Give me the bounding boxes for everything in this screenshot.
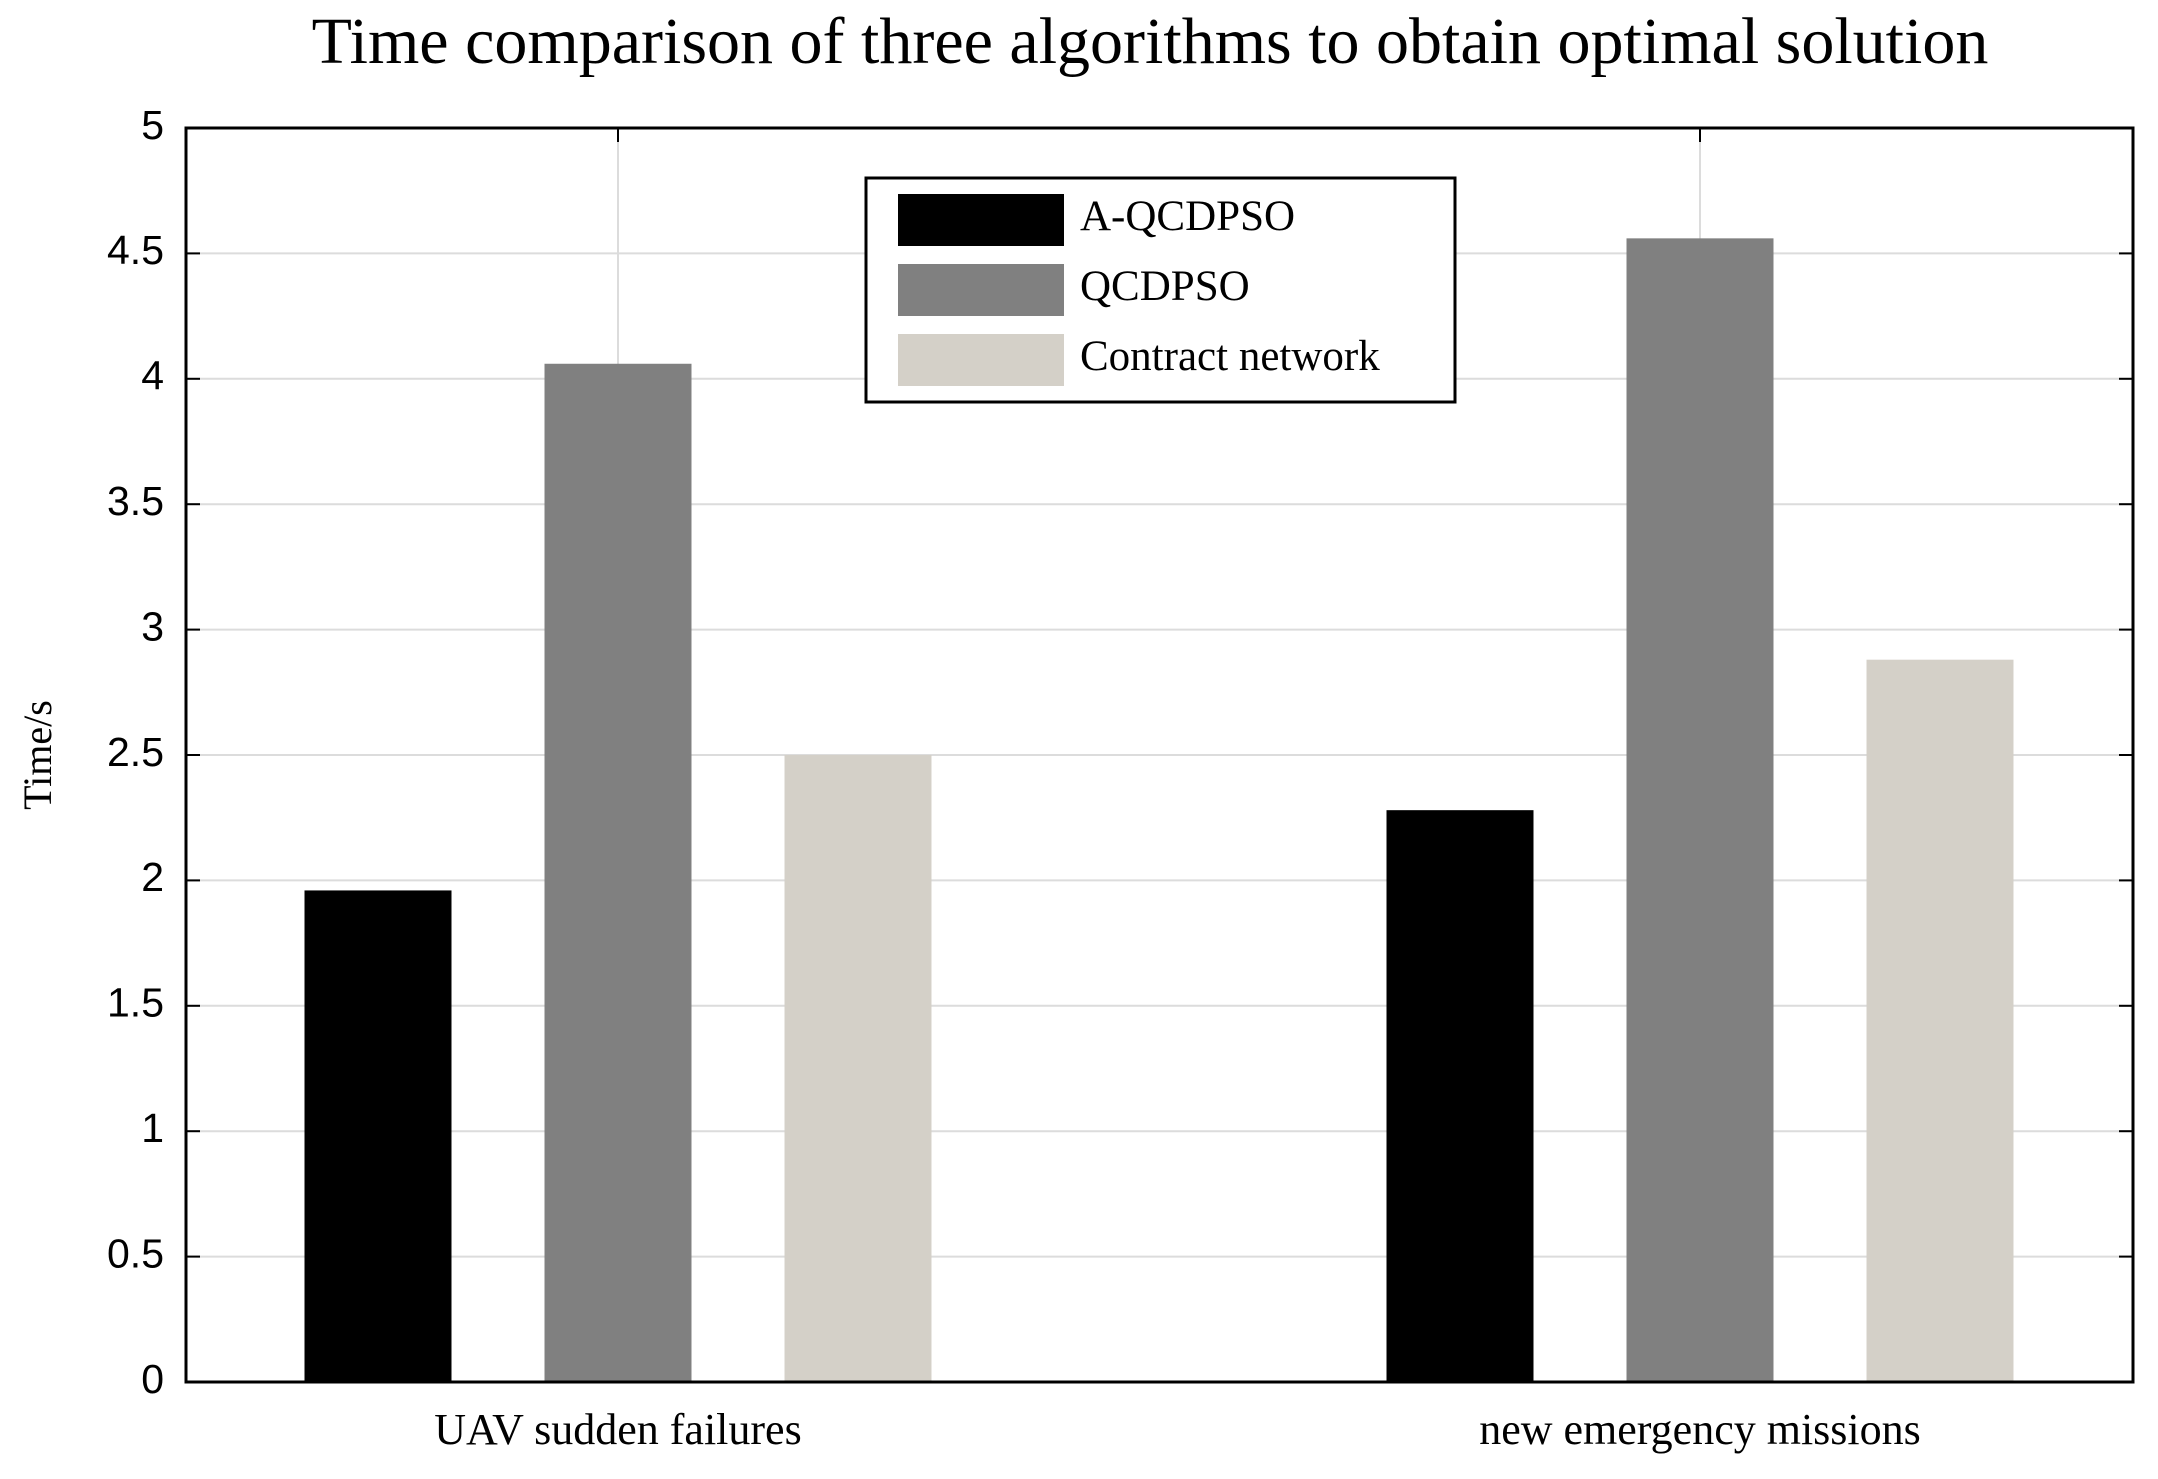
y-tick-label: 3.5 <box>107 478 164 524</box>
y-tick-label: 1.5 <box>107 980 164 1026</box>
y-tick-label: 0 <box>141 1356 164 1402</box>
bar <box>1386 810 1534 1382</box>
legend-label: QCDPSO <box>1080 263 1250 310</box>
y-tick-label: 0.5 <box>107 1230 164 1276</box>
legend-swatch <box>898 264 1064 316</box>
bar <box>544 363 692 1382</box>
y-axis-label: Time/s <box>15 700 60 810</box>
bar <box>304 890 452 1382</box>
bar <box>1866 659 2014 1382</box>
y-tick-label: 1 <box>141 1105 164 1151</box>
x-tick-label: new emergency missions <box>1479 1405 1921 1454</box>
legend-swatch <box>898 194 1064 246</box>
bar <box>784 755 932 1382</box>
x-tick-label: UAV sudden failures <box>434 1405 801 1454</box>
y-tick-label: 4.5 <box>107 227 164 273</box>
bar <box>1626 238 1774 1382</box>
y-tick-label: 3 <box>141 603 164 649</box>
y-tick-label: 2.5 <box>107 729 164 775</box>
chart-title: Time comparison of three algorithms to o… <box>312 5 1989 78</box>
y-tick-label: 4 <box>141 353 164 399</box>
legend-label: Contract network <box>1080 333 1380 380</box>
y-tick-label: 5 <box>141 102 164 148</box>
legend-swatch <box>898 334 1064 386</box>
plot-frame <box>184 126 2135 1384</box>
legend-label: A-QCDPSO <box>1080 193 1295 240</box>
y-tick-label: 2 <box>141 854 164 900</box>
